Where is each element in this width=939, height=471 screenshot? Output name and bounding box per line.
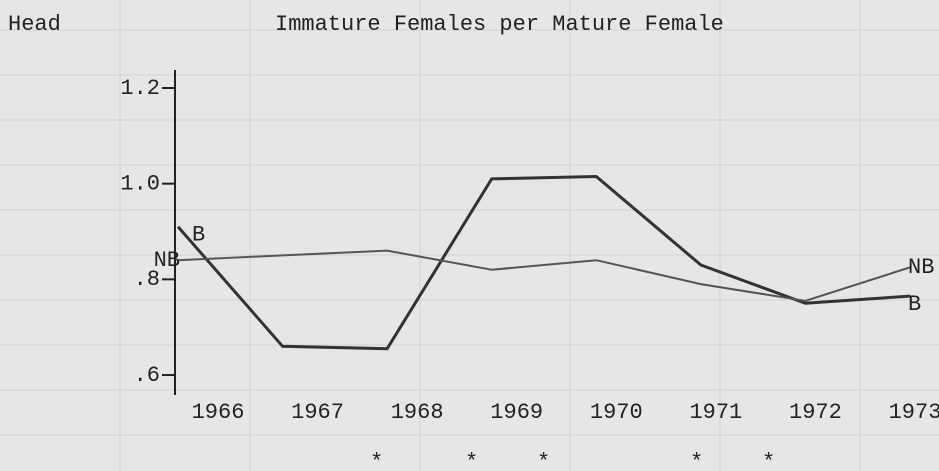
y-tick-label: .6	[134, 363, 160, 388]
series-label: B	[192, 223, 205, 248]
annotation: *	[370, 450, 383, 471]
y-tick-label: 1.2	[120, 76, 160, 101]
y-tick-label: 1.0	[120, 171, 160, 196]
x-tick-label: 1969	[490, 400, 543, 425]
x-tick-label: 1970	[590, 400, 643, 425]
x-tick-label: 1972	[789, 400, 842, 425]
chart-title: Immature Females per Mature Female	[275, 12, 724, 37]
annotation: *	[537, 450, 550, 471]
series-line	[177, 249, 911, 302]
annotation: *	[465, 450, 478, 471]
x-tick-label: 1968	[391, 400, 444, 425]
series-line	[176, 174, 911, 351]
y-tick-label: .8	[134, 267, 160, 292]
y-axis-label: Head	[8, 12, 61, 37]
annotation: *	[762, 450, 775, 471]
x-tick-label: 1966	[192, 400, 245, 425]
x-tick-label: 1967	[291, 400, 344, 425]
series-label: NB	[154, 248, 180, 273]
series-label: B	[908, 292, 921, 317]
annotation: *	[690, 450, 703, 471]
x-tick-label: 1971	[689, 400, 742, 425]
series-label: NB	[908, 255, 934, 280]
x-tick-label: 1973	[889, 400, 939, 425]
